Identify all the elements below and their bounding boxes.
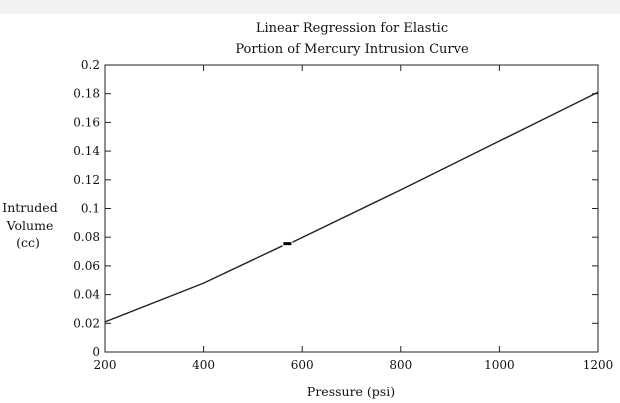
y-axis-label-line-1: Intruded [2,200,57,215]
top-band [0,0,620,14]
plot-frame [104,64,599,353]
y-tick-label: 0 [92,345,100,359]
x-tick-label: 800 [389,358,412,372]
chart-title-line-1: Linear Regression for Elastic [256,21,448,36]
chart-title-line-2: Portion of Mercury Intrusion Curve [235,42,469,57]
y-tick-label: 0.2 [81,58,100,72]
y-tick-label: 0.02 [73,316,100,330]
y-ticks: 0 0.02 0.04 0.06 0.08 0.1 0.12 0.14 0.16 0.18 0.2 [73,58,598,359]
y-tick-label: 0.1 [81,202,100,216]
data-series [104,91,599,323]
y-tick-label: 0.18 [73,87,100,101]
x-tick-label: 400 [192,358,215,372]
x-axis-label: Pressure (psi) [307,384,395,399]
series-line-2 [292,91,599,243]
x-tick-label: 200 [94,358,117,372]
data-point-marker [283,242,292,246]
x-tick-label: 1200 [583,358,614,372]
y-axis-label-line-3: (cc) [16,235,40,250]
y-axis-label-line-2: Volume [6,218,54,233]
y-tick-label: 0.12 [73,173,100,187]
y-tick-label: 0.06 [73,259,100,273]
y-tick-label: 0.08 [73,230,100,244]
y-tick-label: 0.16 [73,115,100,129]
y-tick-label: 0.04 [73,288,100,302]
x-ticks: 200 400 600 800 1000 1200 [94,65,614,372]
y-tick-label: 0.14 [73,144,100,158]
x-tick-label: 1000 [484,358,515,372]
x-tick-label: 600 [291,358,314,372]
series-line-1 [104,245,283,323]
